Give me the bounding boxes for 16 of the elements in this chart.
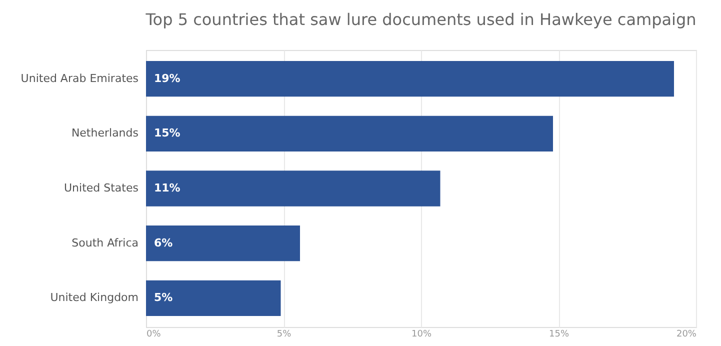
y-tick-label: United Arab Emirates: [20, 72, 139, 85]
data-label: 19%: [154, 72, 180, 85]
data-label: 11%: [154, 182, 180, 194]
data-label: 5%: [154, 291, 173, 304]
x-tick-label: 10%: [411, 330, 432, 340]
data-label: 15%: [154, 126, 180, 140]
y-tick-label: United Kingdom: [50, 291, 138, 304]
x-tick-label: 20%: [676, 330, 697, 340]
data-label: 6%: [154, 236, 173, 250]
y-tick-label: South Africa: [72, 236, 138, 250]
x-tick-label: 0%: [146, 330, 162, 340]
chart-title: Top 5 countries that saw lure documents used in Hawkeye campaign: [144, 10, 696, 29]
y-tick-label: United States: [64, 182, 139, 194]
x-tick-label: 15%: [548, 330, 570, 340]
y-tick-label: Netherlands: [71, 126, 139, 140]
x-tick-label: 5%: [276, 330, 292, 340]
